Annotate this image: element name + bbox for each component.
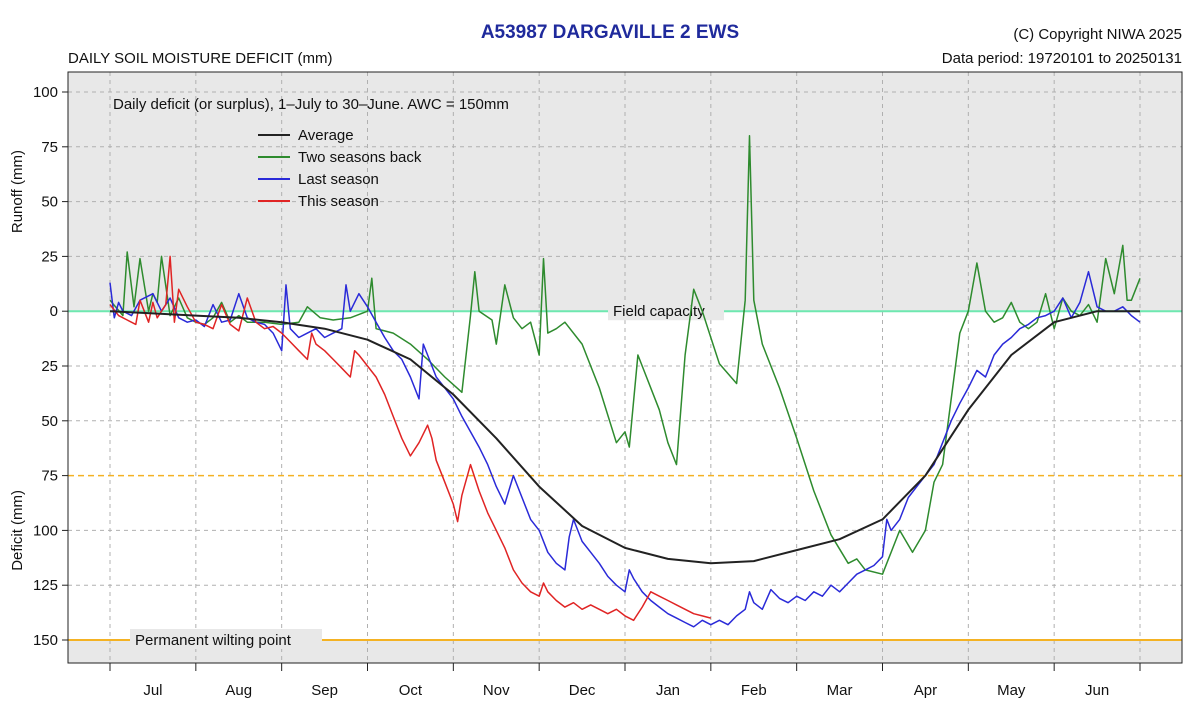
y-tick-label: 125 [33, 577, 58, 594]
legend-label: Average [298, 127, 354, 144]
x-tick-label: Sep [311, 682, 338, 699]
wilting-point-label-bg [130, 629, 322, 649]
y-tick-label: 100 [33, 522, 58, 539]
legend-label: Two seasons back [298, 149, 422, 166]
x-tick-label: Mar [827, 682, 853, 699]
reference-lines: Field capacity Permanent wilting point [68, 300, 1182, 649]
chart-subtitle: DAILY SOIL MOISTURE DEFICIT (mm) [68, 50, 333, 67]
wilting-point-label: Permanent wilting point [135, 632, 292, 649]
y-tick-label: 50 [41, 413, 58, 430]
legend: Daily deficit (or surplus), 1–July to 30… [113, 96, 509, 210]
copyright-label: (C) Copyright NIWA 2025 [1013, 26, 1182, 43]
x-tick-label: Aug [225, 682, 252, 699]
series-line-this-season [109, 255, 711, 622]
y-tick-label: 100 [33, 84, 58, 101]
y-tick-label: 75 [41, 468, 58, 485]
surplus-shade-region [68, 72, 1182, 312]
grid-lines [68, 72, 1182, 663]
x-tick-label: Jan [656, 682, 680, 699]
legend-label: Last season [298, 171, 379, 188]
series-line-last-season [109, 270, 1141, 628]
chart-note: Daily deficit (or surplus), 1–July to 30… [113, 96, 509, 113]
chart-title: A53987 DARGAVILLE 2 EWS [480, 22, 740, 43]
x-tick-label: Apr [914, 682, 937, 699]
y-axis-label-deficit: Deficit (mm) [9, 490, 26, 571]
y-tick-label: 0 [50, 303, 58, 320]
x-tick-label: Jul [143, 682, 162, 699]
field-capacity-label: Field capacity [613, 303, 705, 320]
x-tick-label: Feb [741, 682, 767, 699]
x-tick-label: Jun [1085, 682, 1109, 699]
y-axis: 100 75 50 25 0 25 50 75 100 125 150 [33, 84, 68, 649]
field-capacity-label-bg [608, 300, 724, 321]
series-line-average [109, 310, 1140, 565]
y-axis-label-runoff: Runoff (mm) [9, 150, 26, 233]
y-tick-label: 150 [33, 632, 58, 649]
y-axis-labels: Runoff (mm) Deficit (mm) [9, 150, 26, 571]
y-tick-label: 75 [41, 139, 58, 156]
x-tick-label: Nov [483, 682, 510, 699]
x-tick-label: May [997, 682, 1026, 699]
legend-label: This season [298, 193, 379, 210]
x-tick-label: Oct [399, 682, 423, 699]
y-tick-label: 25 [41, 248, 58, 265]
data-period-label: Data period: 19720101 to 20250131 [941, 50, 1182, 67]
x-tick-label: Dec [569, 682, 596, 699]
y-tick-label: 50 [41, 194, 58, 211]
x-axis: Jul Aug Sep Oct Nov Dec Jan Feb Mar Apr May Jun [109, 663, 1141, 699]
series-lines [109, 135, 1141, 628]
y-tick-label: 25 [41, 358, 58, 375]
